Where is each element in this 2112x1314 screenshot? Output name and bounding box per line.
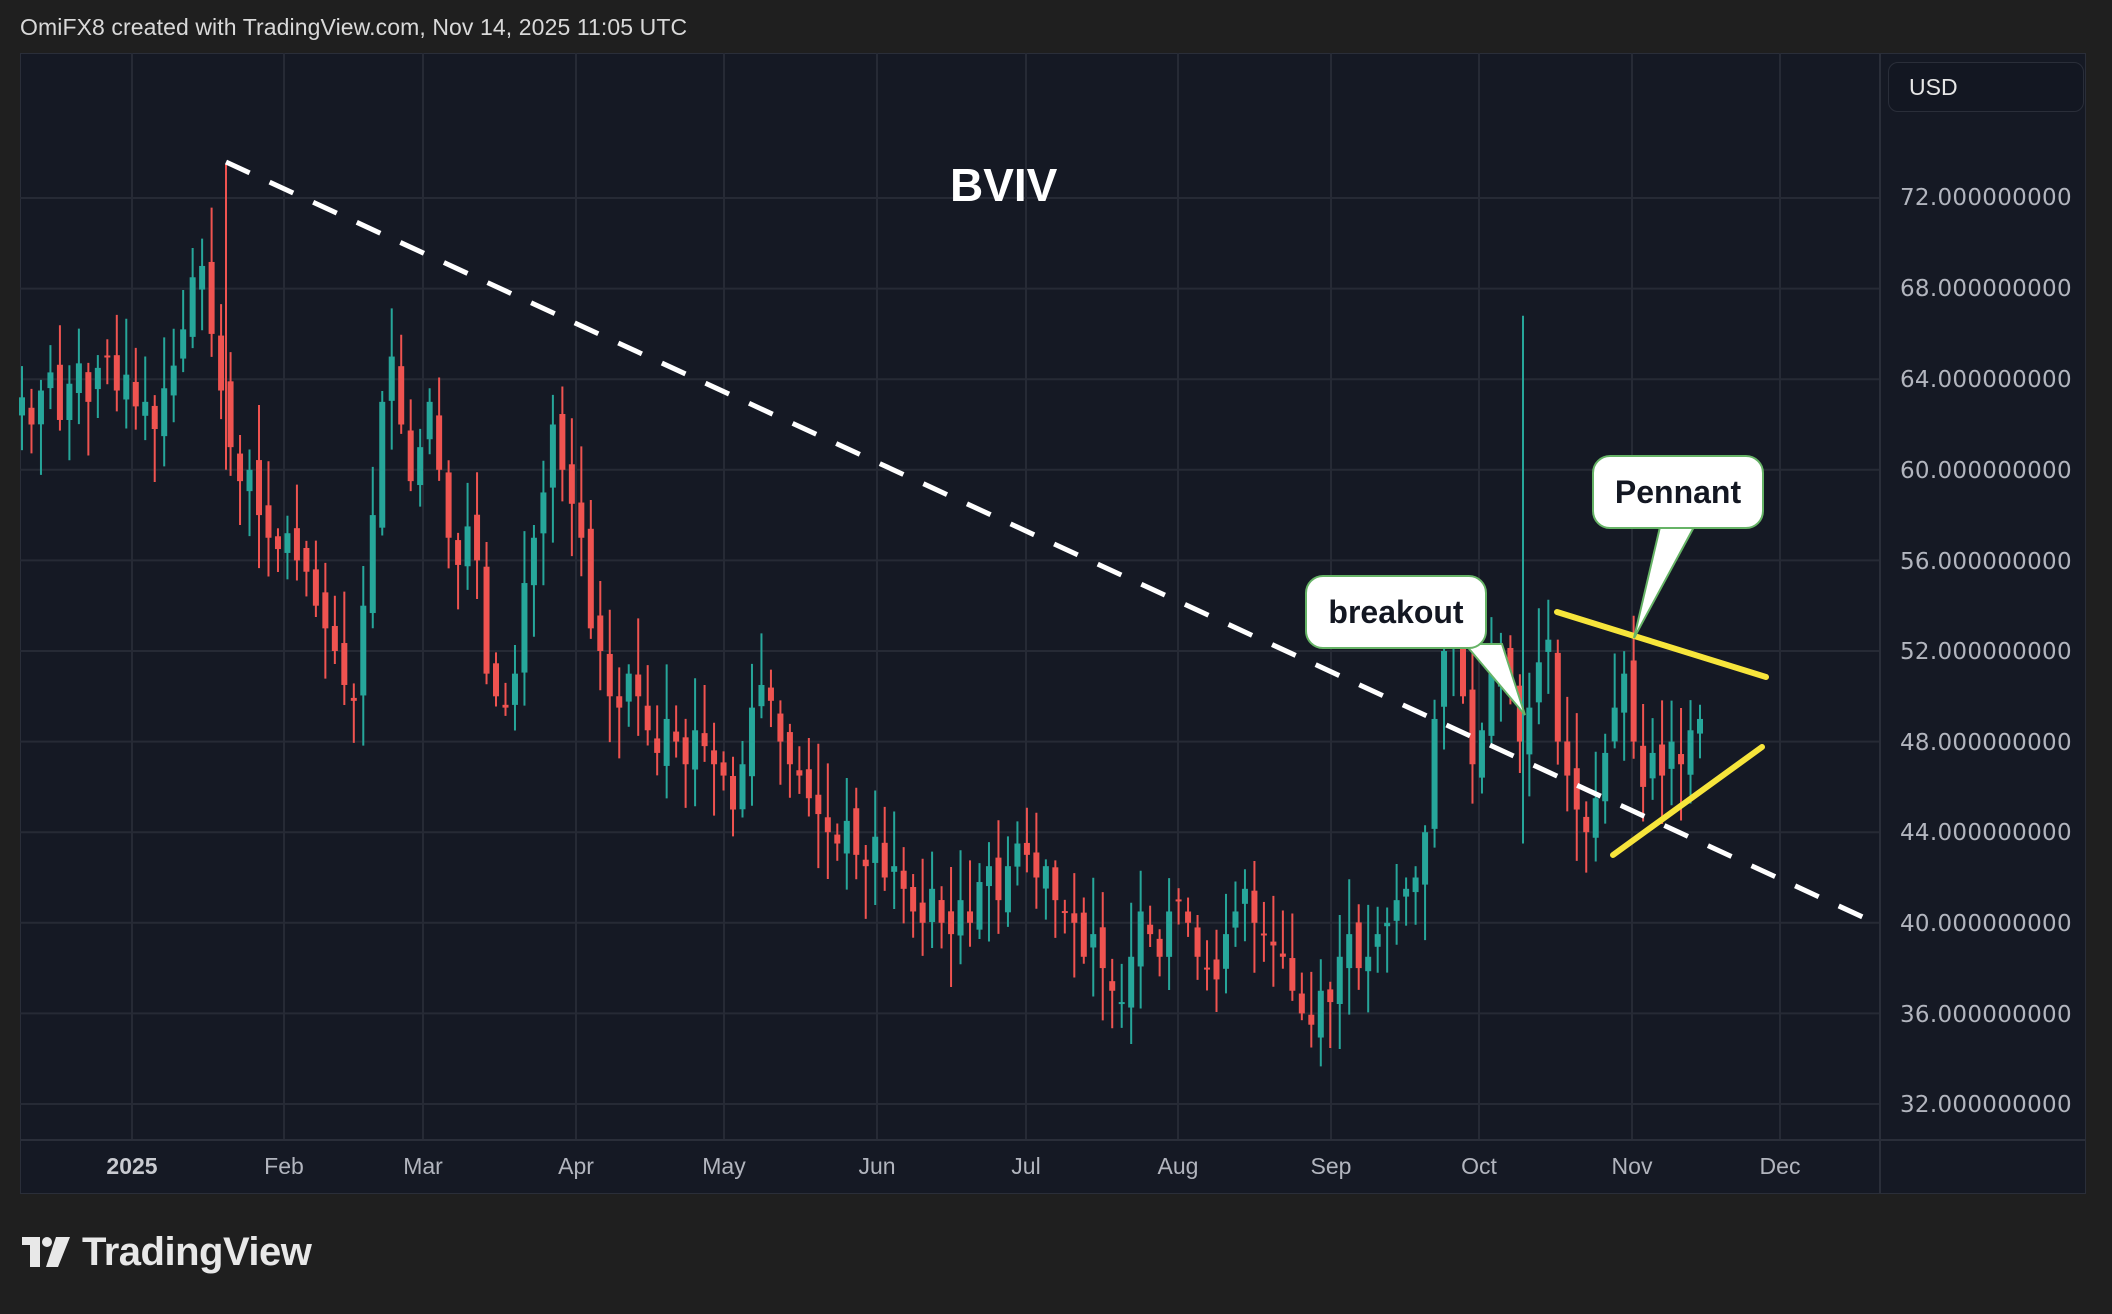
- time-tick: May: [702, 1153, 746, 1179]
- price-tick: 44.000000000: [1900, 820, 2072, 846]
- pennant-lower-line[interactable]: [1610, 744, 1765, 858]
- time-tick: Apr: [558, 1153, 594, 1179]
- price-tick: 48.000000000: [1900, 730, 2072, 756]
- pennant-upper-line[interactable]: [1554, 609, 1769, 680]
- pennant-callout-label: Pennant: [1614, 474, 1742, 510]
- price-tick: 56.000000000: [1900, 549, 2072, 575]
- price-tick: 36.000000000: [1900, 1002, 2072, 1028]
- time-tick: Dec: [1759, 1153, 1801, 1179]
- tradingview-logo-icon: [22, 1236, 70, 1267]
- grid-lines: [20, 53, 1880, 1140]
- price-tick: 68.000000000: [1900, 276, 2072, 302]
- chart-credit: OmiFX8 created with TradingView.com, Nov…: [20, 14, 688, 40]
- pennant-callout-pointer: [1633, 526, 1696, 639]
- time-tick: Sep: [1310, 1153, 1352, 1179]
- price-tick: 72.000000000: [1900, 185, 2072, 211]
- tradingview-logo-text: TradingView: [82, 1230, 312, 1274]
- time-tick: Feb: [264, 1153, 304, 1179]
- time-tick: Mar: [403, 1153, 443, 1179]
- currency-label: USD: [1909, 74, 1958, 100]
- price-tick: 40.000000000: [1900, 911, 2072, 937]
- breakout-callout[interactable]: breakout: [1305, 575, 1487, 649]
- currency-selector[interactable]: USD: [1888, 62, 2084, 112]
- time-tick-year: 2025: [106, 1153, 158, 1179]
- price-tick: 32.000000000: [1900, 1092, 2072, 1118]
- breakout-callout-label: breakout: [1328, 594, 1464, 630]
- time-tick: Jul: [1011, 1153, 1041, 1179]
- drawing-annotations[interactable]: [224, 159, 1882, 928]
- axis-borders: [20, 53, 2085, 1193]
- symbol-title: BVIV: [950, 159, 1058, 211]
- pennant-callout[interactable]: Pennant: [1592, 455, 1764, 529]
- price-tick: 64.000000000: [1900, 367, 2072, 393]
- time-tick: Oct: [1461, 1153, 1497, 1179]
- tradingview-logo[interactable]: TradingView: [22, 1230, 312, 1275]
- time-tick: Jun: [858, 1153, 896, 1179]
- price-tick: 60.000000000: [1900, 458, 2072, 484]
- breakout-callout-pointer: [1462, 643, 1526, 716]
- candlestick-series: [19, 164, 1703, 1067]
- time-tick: Aug: [1157, 1153, 1199, 1179]
- dashed-downtrend-line[interactable]: [224, 159, 1882, 928]
- price-tick: 52.000000000: [1900, 639, 2072, 665]
- time-tick: Nov: [1611, 1153, 1653, 1179]
